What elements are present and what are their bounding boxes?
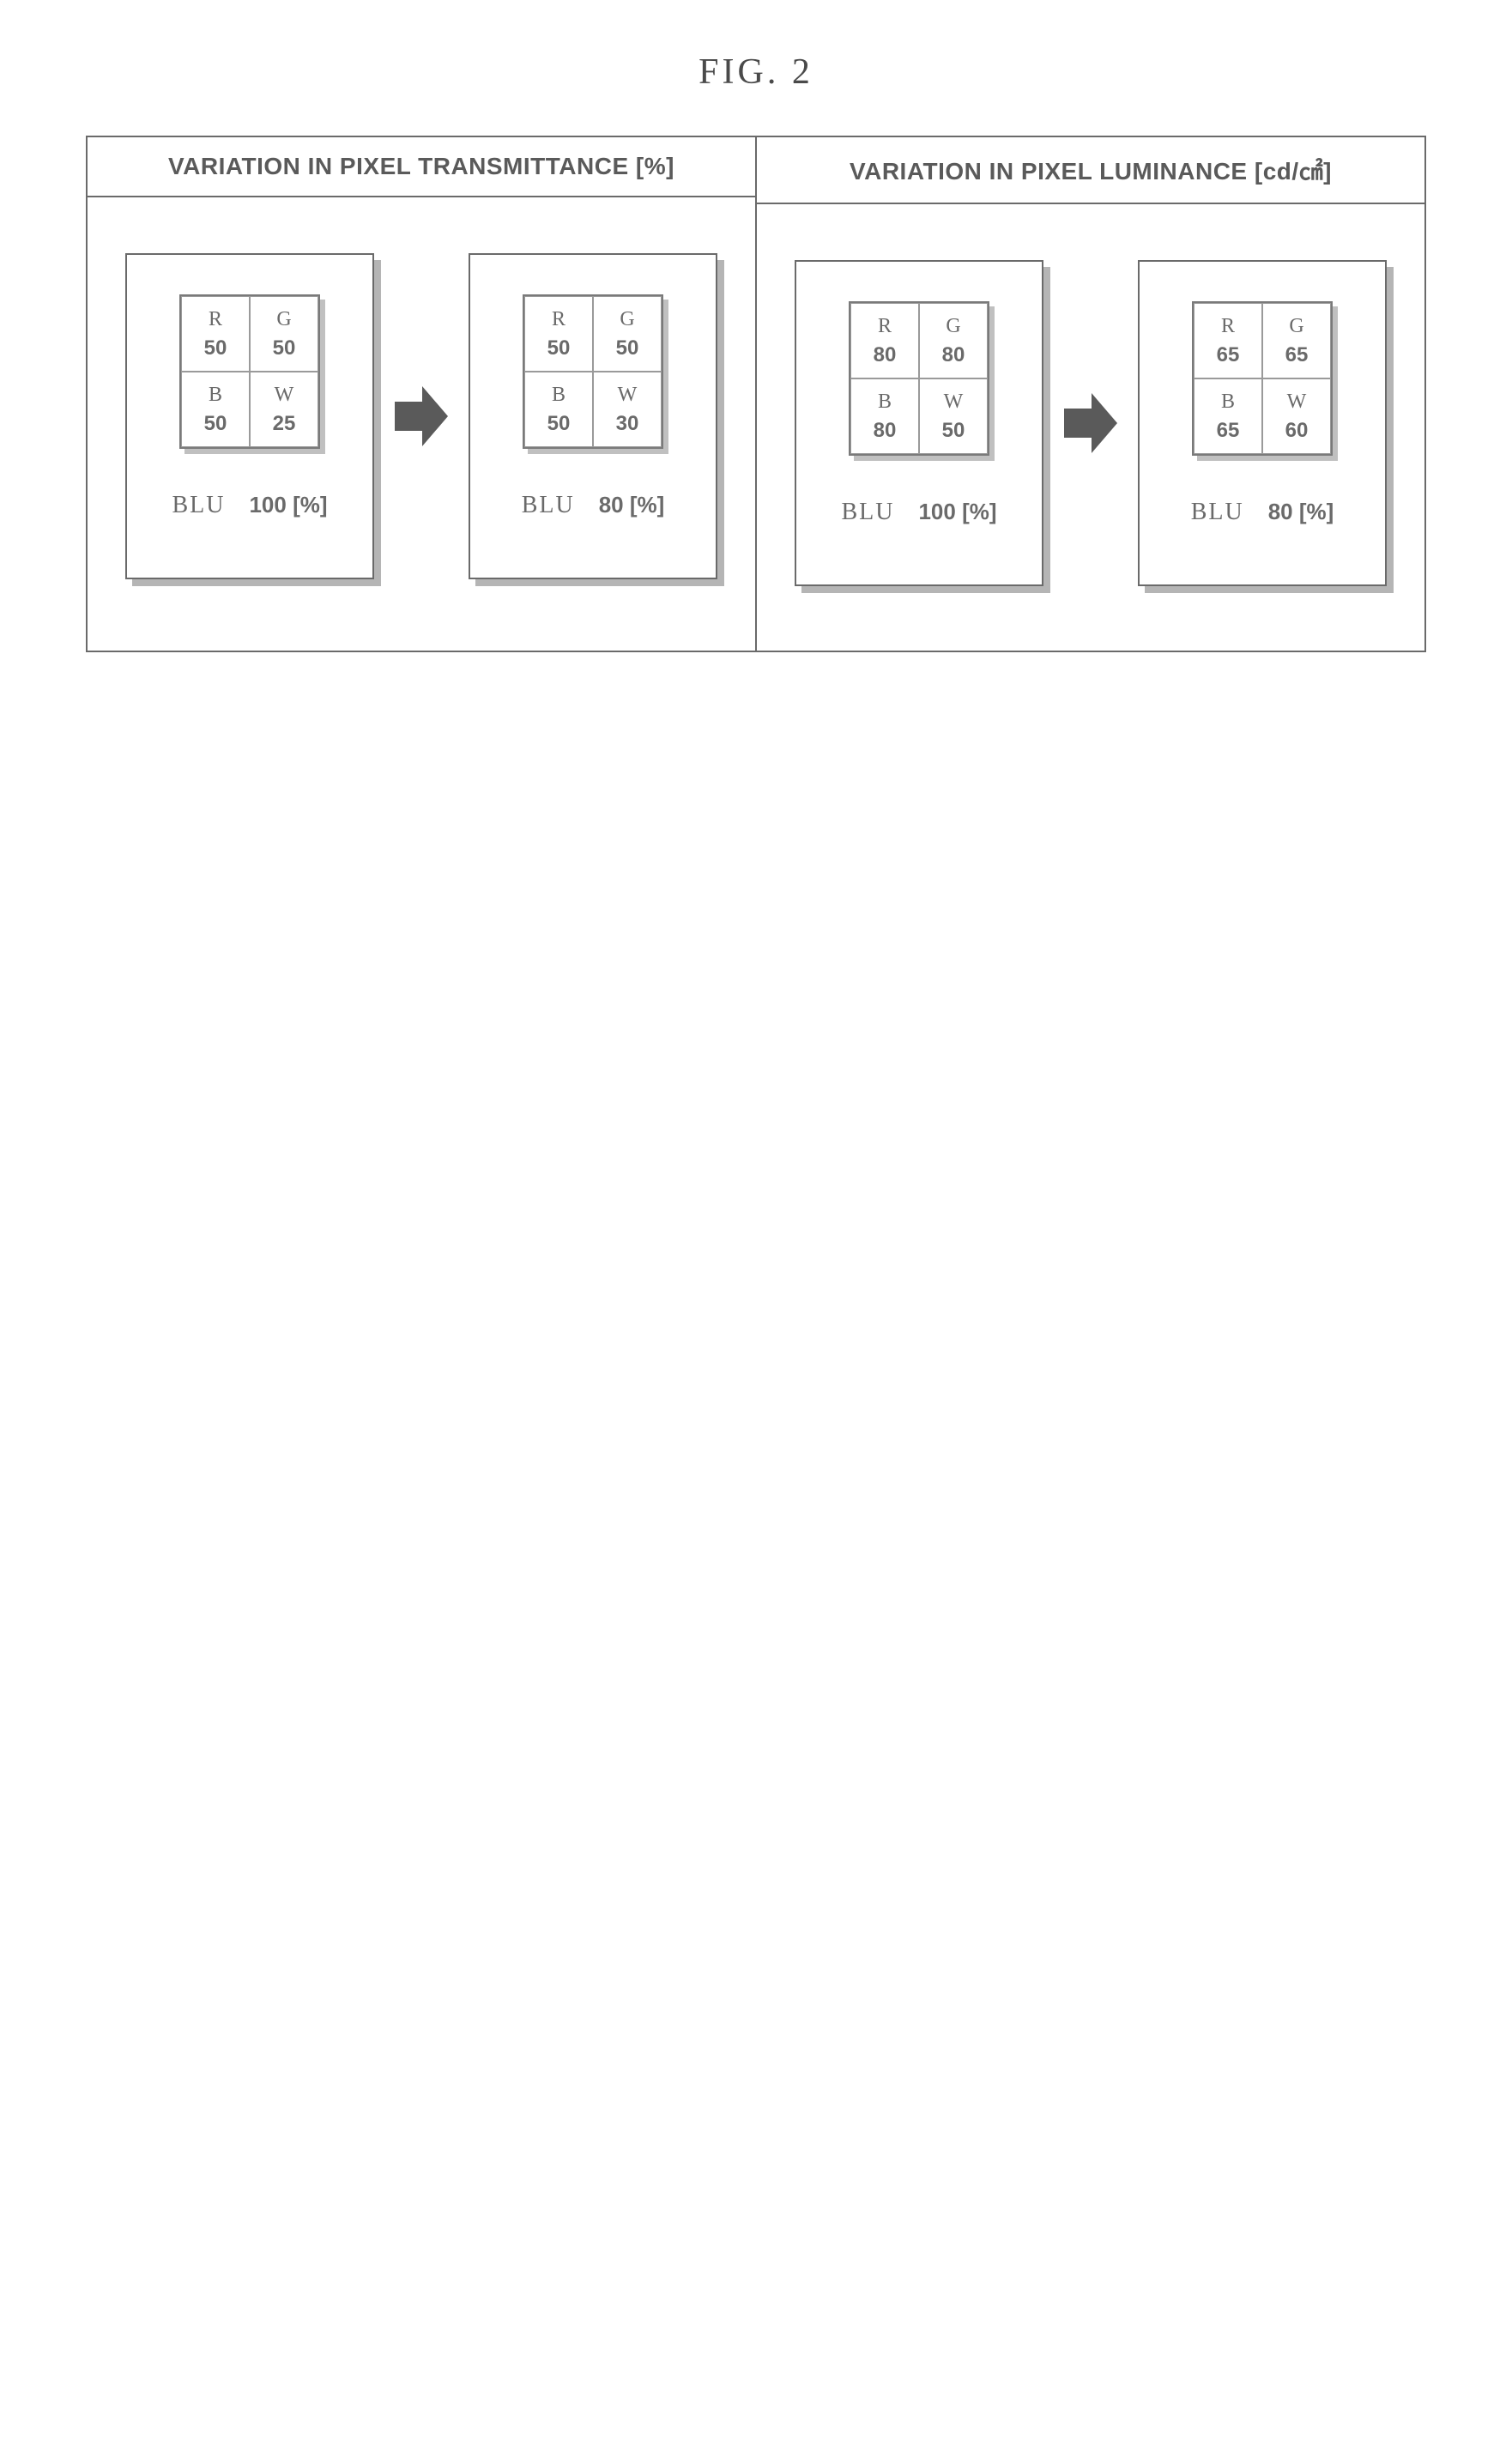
pixel-grid-wrap: R 50 G 50 B 50 — [179, 294, 320, 449]
cell-value-r: 50 — [204, 336, 227, 360]
figure-label: FIG. 2 — [86, 51, 1426, 93]
cell-label-r: R — [552, 308, 565, 331]
cell-label-r: R — [209, 308, 222, 331]
cell-g: G 80 — [919, 303, 988, 378]
cell-r: R 50 — [181, 296, 250, 372]
section-luminance: VARIATION IN PIXEL LUMINANCE [cd/㎠] R 80 — [755, 137, 1424, 651]
cell-value-b: 50 — [204, 412, 227, 436]
cell-r: R 65 — [1194, 303, 1262, 378]
section-body-transmittance: R 50 G 50 B 50 — [88, 197, 755, 644]
pixel-grid: R 50 G 50 B 50 — [523, 294, 663, 449]
cell-label-w: W — [275, 384, 294, 407]
blu-value: 100 [%] — [249, 492, 327, 518]
pixel-grid: R 80 G 80 B 80 — [849, 301, 989, 456]
outer-frame: VARIATION IN PIXEL TRANSMITTANCE [%] R 5… — [86, 136, 1426, 652]
blu-value: 100 [%] — [918, 499, 996, 525]
cell-label-g: G — [946, 315, 960, 338]
section-title-transmittance: VARIATION IN PIXEL TRANSMITTANCE [%] — [88, 137, 755, 197]
cell-value-r: 80 — [874, 343, 897, 367]
cell-label-g: G — [276, 308, 291, 331]
pixel-grid: R 65 G 65 B 65 — [1192, 301, 1333, 456]
cell-value-r: 65 — [1217, 343, 1240, 367]
cell-label-r: R — [1221, 315, 1235, 338]
blu-row: BLU 100 [%] — [172, 492, 327, 519]
cell-b: B 50 — [181, 372, 250, 447]
cell-w: W 25 — [250, 372, 318, 447]
panel-inner: R 65 G 65 B 65 — [1138, 260, 1387, 586]
cell-r: R 80 — [850, 303, 919, 378]
blu-label: BLU — [172, 492, 225, 519]
panel-inner: R 50 G 50 B 50 — [469, 253, 717, 579]
pixel-grid-wrap: R 50 G 50 B 50 — [523, 294, 663, 449]
cell-label-b: B — [552, 384, 565, 407]
cell-value-g: 65 — [1285, 343, 1309, 367]
cell-label-g: G — [1289, 315, 1303, 338]
blu-label: BLU — [522, 492, 575, 519]
cell-label-b: B — [878, 390, 892, 414]
arrow-icon — [395, 386, 448, 446]
cell-value-w: 60 — [1285, 419, 1309, 443]
panel-transmittance-before: R 50 G 50 B 50 — [125, 253, 374, 579]
cell-g: G 50 — [593, 296, 662, 372]
cell-value-w: 50 — [942, 419, 965, 443]
blu-label: BLU — [841, 499, 894, 526]
cell-r: R 50 — [524, 296, 593, 372]
blu-value: 80 [%] — [599, 492, 665, 518]
blu-row: BLU 80 [%] — [1191, 499, 1334, 526]
panel-inner: R 50 G 50 B 50 — [125, 253, 374, 579]
pixel-grid: R 50 G 50 B 50 — [179, 294, 320, 449]
cell-b: B 80 — [850, 378, 919, 454]
section-body-luminance: R 80 G 80 B 80 — [757, 204, 1424, 651]
cell-label-b: B — [209, 384, 222, 407]
pixel-grid-wrap: R 65 G 65 B 65 — [1192, 301, 1333, 456]
panel-transmittance-after: R 50 G 50 B 50 — [469, 253, 717, 579]
cell-value-b: 80 — [874, 419, 897, 443]
panel-luminance-before: R 80 G 80 B 80 — [795, 260, 1043, 586]
cell-value-b: 65 — [1217, 419, 1240, 443]
cell-w: W 60 — [1262, 378, 1331, 454]
blu-label: BLU — [1191, 499, 1244, 526]
blu-value: 80 [%] — [1268, 499, 1334, 525]
blu-row: BLU 100 [%] — [841, 499, 996, 526]
cell-value-b: 50 — [547, 412, 571, 436]
cell-b: B 65 — [1194, 378, 1262, 454]
cell-label-r: R — [878, 315, 892, 338]
panel-inner: R 80 G 80 B 80 — [795, 260, 1043, 586]
cell-w: W 30 — [593, 372, 662, 447]
cell-value-r: 50 — [547, 336, 571, 360]
arrow-icon — [1064, 393, 1117, 453]
cell-label-b: B — [1221, 390, 1235, 414]
cell-label-g: G — [620, 308, 634, 331]
cell-w: W 50 — [919, 378, 988, 454]
blu-row: BLU 80 [%] — [522, 492, 665, 519]
cell-g: G 50 — [250, 296, 318, 372]
panel-luminance-after: R 65 G 65 B 65 — [1138, 260, 1387, 586]
section-title-luminance: VARIATION IN PIXEL LUMINANCE [cd/㎠] — [757, 137, 1424, 204]
section-transmittance: VARIATION IN PIXEL TRANSMITTANCE [%] R 5… — [88, 137, 755, 651]
cell-label-w: W — [618, 384, 638, 407]
cell-label-w: W — [1287, 390, 1307, 414]
cell-value-w: 25 — [273, 412, 296, 436]
cell-value-w: 30 — [616, 412, 639, 436]
cell-b: B 50 — [524, 372, 593, 447]
cell-g: G 65 — [1262, 303, 1331, 378]
cell-value-g: 80 — [942, 343, 965, 367]
pixel-grid-wrap: R 80 G 80 B 80 — [849, 301, 989, 456]
cell-value-g: 50 — [616, 336, 639, 360]
cell-value-g: 50 — [273, 336, 296, 360]
cell-label-w: W — [944, 390, 964, 414]
